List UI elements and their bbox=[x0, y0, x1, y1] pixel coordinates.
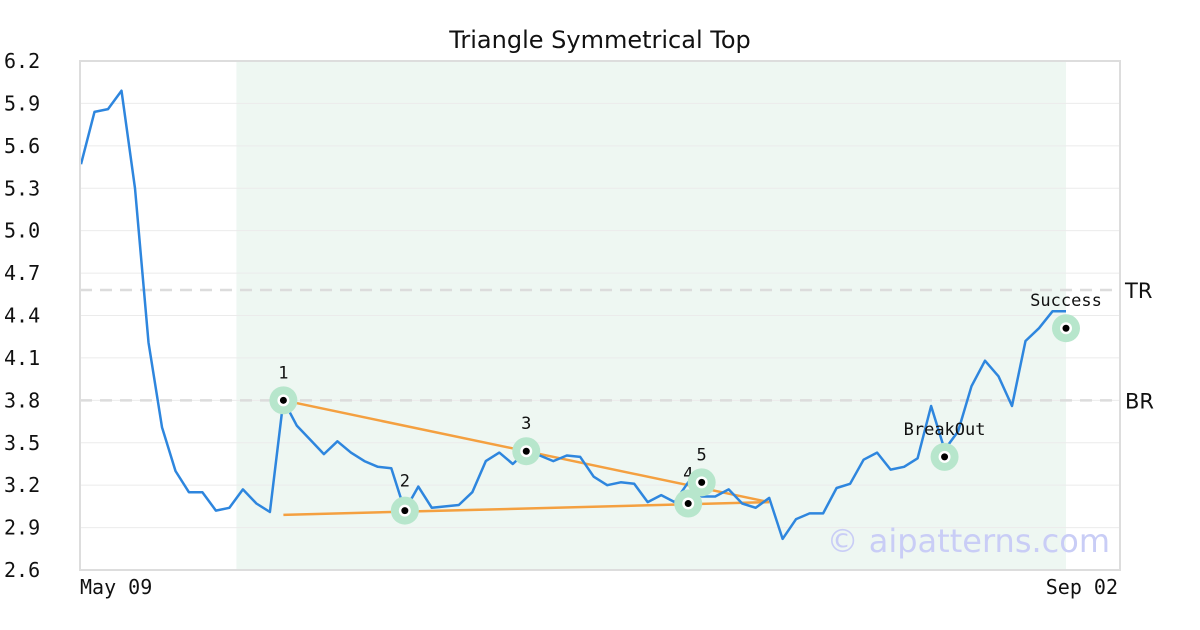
point-dot-4 bbox=[684, 500, 692, 508]
point-label-5: 5 bbox=[697, 445, 707, 465]
y-tick-label: 3.2 bbox=[4, 473, 40, 497]
x-axis-ticks: May 09 Sep 02 bbox=[80, 575, 1118, 599]
point-label-2: 2 bbox=[400, 472, 410, 492]
point-dot-breakout bbox=[941, 453, 949, 461]
y-tick-label: 5.3 bbox=[4, 176, 40, 200]
y-tick-label: 4.4 bbox=[4, 304, 40, 328]
point-label-1: 1 bbox=[278, 363, 288, 383]
y-tick-label: 3.5 bbox=[4, 431, 40, 455]
y-tick-label: 3.8 bbox=[4, 388, 40, 412]
x-tick-label: May 09 bbox=[80, 575, 152, 599]
point-label-breakout: BreakOut bbox=[904, 420, 986, 440]
y-tick-label: 5.9 bbox=[4, 91, 40, 115]
y-tick-label: 2.6 bbox=[4, 558, 40, 582]
watermark: © aipatterns.com bbox=[827, 522, 1110, 560]
x-tick-label: Sep 02 bbox=[1046, 575, 1118, 599]
point-dot-5 bbox=[698, 478, 706, 486]
level-lines: TR BR bbox=[80, 279, 1154, 413]
pattern-points: 1 2 3 45 BreakOut Success bbox=[269, 291, 1102, 525]
y-tick-label: 2.9 bbox=[4, 516, 40, 540]
y-tick-label: 5.6 bbox=[4, 134, 40, 158]
plot-frame bbox=[79, 60, 1121, 571]
point-dot-3 bbox=[522, 447, 530, 455]
level-label-br: BR bbox=[1125, 389, 1154, 413]
price-series bbox=[79, 89, 1066, 541]
level-label-tr: TR bbox=[1124, 279, 1152, 303]
point-label-3: 3 bbox=[521, 414, 531, 434]
price-line bbox=[79, 89, 1066, 541]
point-dot-1 bbox=[279, 396, 287, 404]
y-tick-label: 4.7 bbox=[4, 261, 40, 285]
y-tick-label: 5.0 bbox=[4, 219, 40, 243]
y-tick-label: 6.2 bbox=[4, 49, 40, 73]
point-label-success: Success bbox=[1030, 291, 1102, 311]
point-dot-2 bbox=[401, 507, 409, 515]
point-label-4: 4 bbox=[683, 465, 693, 485]
point-dot-success bbox=[1062, 324, 1070, 332]
y-axis-ticks: 2.6 2.9 3.2 3.5 3.8 4.1 4.4 4.7 5.0 5.3 5.6 5.9 6.2 bbox=[4, 49, 40, 582]
chart-title: Triangle Symmetrical Top bbox=[448, 26, 751, 54]
y-tick-label: 4.1 bbox=[4, 346, 40, 370]
